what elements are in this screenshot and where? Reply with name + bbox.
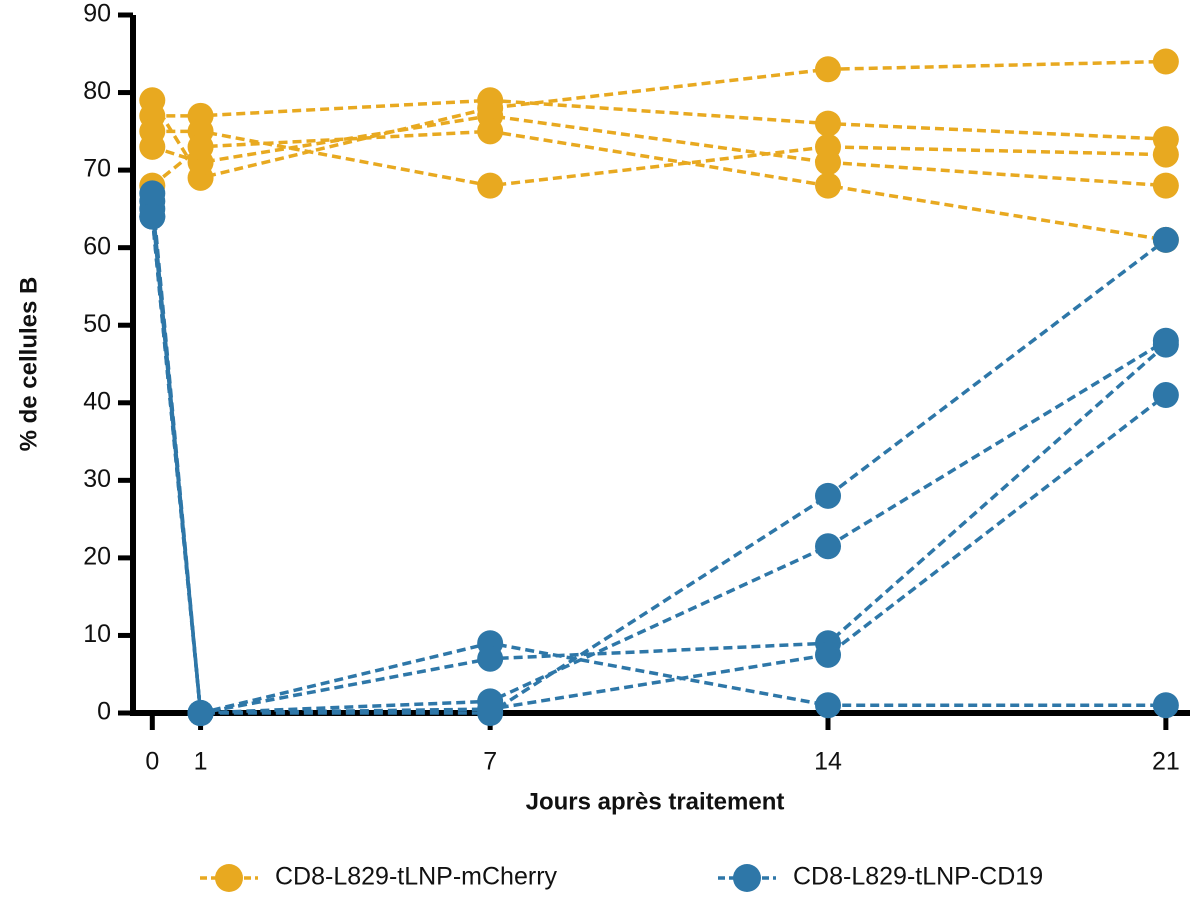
y-tick-label: 50 (83, 310, 111, 338)
x-tick-label: 7 (483, 748, 497, 776)
series-line (150, 59, 1166, 180)
point (1152, 226, 1179, 253)
y-tick-label: 90 (83, 0, 111, 28)
legend-marker (215, 864, 243, 892)
point (477, 118, 504, 145)
point (815, 641, 842, 668)
point (815, 110, 842, 137)
point (139, 203, 166, 230)
point (815, 482, 842, 509)
point (139, 180, 166, 207)
point (187, 700, 214, 726)
point (1152, 141, 1179, 168)
point (477, 172, 504, 199)
point (815, 692, 842, 719)
x-tick-label: 14 (814, 748, 842, 776)
series-line (150, 208, 1166, 716)
y-tick-label: 40 (83, 387, 111, 415)
series-line (151, 129, 1167, 242)
point (815, 56, 842, 83)
y-tick-label: 30 (83, 465, 111, 493)
point (1152, 382, 1179, 409)
y-tick-label: 80 (83, 77, 111, 105)
point (477, 645, 504, 672)
point (1152, 48, 1179, 75)
series-line (150, 193, 1168, 716)
y-tick-label: 20 (83, 542, 111, 570)
point (1152, 331, 1179, 358)
y-tick-label: 10 (83, 620, 111, 648)
series-line (152, 98, 1166, 141)
legend-label: CD8-L829-tLNP-CD19 (793, 863, 1043, 891)
point (477, 696, 504, 723)
point (815, 533, 842, 560)
y-tick-label: 70 (83, 155, 111, 183)
series-line (150, 216, 1167, 715)
legend-marker (733, 864, 761, 892)
legend-label: CD8-L829-tLNP-mCherry (275, 863, 558, 891)
x-axis-label: Jours après traitement (526, 788, 785, 815)
series-line (150, 216, 1167, 715)
point (1152, 692, 1179, 719)
series-line (150, 200, 1167, 715)
point (187, 133, 214, 160)
point (815, 172, 842, 199)
point (1152, 172, 1179, 199)
point (139, 133, 166, 160)
y-axis-label: % de cellules B (15, 277, 42, 452)
x-tick-label: 1 (194, 748, 208, 776)
point (815, 149, 842, 176)
x-tick-label: 21 (1152, 748, 1180, 776)
y-tick-label: 0 (97, 698, 111, 726)
x-tick-label: 0 (145, 748, 159, 776)
y-tick-label: 60 (83, 232, 111, 260)
